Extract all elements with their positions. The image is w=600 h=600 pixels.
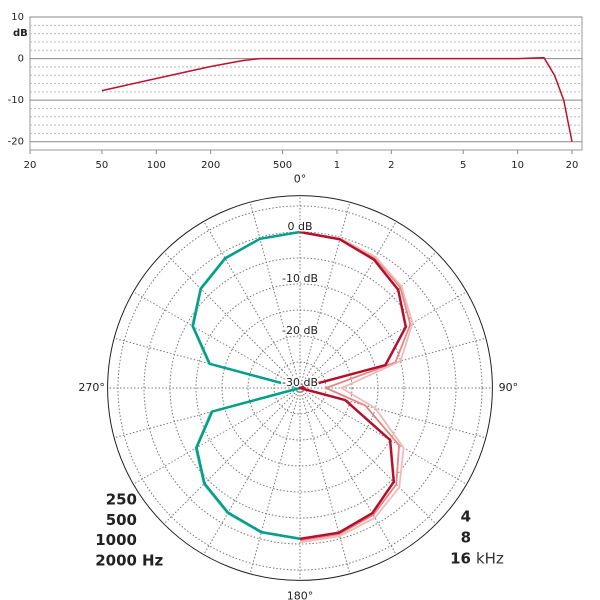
spoke-grid xyxy=(163,251,301,389)
x-tick-label: 200 xyxy=(201,160,220,171)
legend-entry: 500 xyxy=(106,511,137,529)
x-tick-label: 50 xyxy=(96,160,109,171)
polar-line xyxy=(299,231,412,542)
r-tick-label: -30 dB xyxy=(282,376,318,389)
r-tick-label: -20 dB xyxy=(282,324,318,337)
spoke-grid xyxy=(299,251,437,389)
spoke-grid xyxy=(299,202,351,389)
y-tick-label: 10 xyxy=(11,12,24,23)
x-tick-label: 5 xyxy=(460,160,466,171)
x-tick-label: 500 xyxy=(273,160,292,171)
y-tick-label: -10 xyxy=(8,95,24,106)
legend-unit: kHz xyxy=(476,550,504,568)
legend-unit: Hz xyxy=(142,552,164,570)
spoke-grid xyxy=(299,387,397,555)
angle-label: 180° xyxy=(287,589,314,600)
ring-grid xyxy=(195,283,405,493)
spoke-grid xyxy=(249,202,301,389)
spoke-grid xyxy=(133,291,301,389)
legend-entry: 16 xyxy=(450,550,471,568)
x-tick-label: 100 xyxy=(147,160,166,171)
x-tick-label: 10 xyxy=(511,160,524,171)
spoke-grid xyxy=(133,387,301,485)
spoke-grid xyxy=(249,387,301,574)
spoke-grid xyxy=(299,291,467,389)
legend-entry: 1000 xyxy=(95,531,137,549)
spoke-grid xyxy=(203,387,301,555)
angle-label: 270° xyxy=(78,381,105,394)
legend-entry: 8 xyxy=(461,529,471,547)
angle-label: 0° xyxy=(294,173,307,186)
x-tick-label: 20 xyxy=(24,160,37,171)
spoke-grid xyxy=(299,387,467,485)
spoke-grid xyxy=(203,221,301,389)
ring-grid xyxy=(143,231,457,545)
legend-entry: 250 xyxy=(106,491,137,509)
spoke-grid xyxy=(299,387,351,574)
x-tick-label: 20 xyxy=(566,160,579,171)
response-line xyxy=(101,56,573,142)
spoke-grid xyxy=(163,387,301,525)
spoke-grid xyxy=(299,221,397,389)
y-axis-label: dB xyxy=(13,28,28,39)
y-tick-label: -20 xyxy=(8,137,24,148)
angle-label: 90° xyxy=(499,381,519,394)
ring-grid xyxy=(247,335,353,441)
polar-line xyxy=(298,230,408,541)
r-tick-label: -10 dB xyxy=(282,272,318,285)
legend-entry: 4 xyxy=(461,508,471,526)
polar-line xyxy=(299,231,414,544)
x-tick-label: 2 xyxy=(388,160,394,171)
spoke-grid xyxy=(299,387,437,525)
legend-entry: 2000 xyxy=(95,551,137,569)
x-tick-label: 1 xyxy=(334,160,340,171)
y-tick-label: 0 xyxy=(18,54,24,65)
r-tick-label: 0 dB xyxy=(287,220,312,233)
